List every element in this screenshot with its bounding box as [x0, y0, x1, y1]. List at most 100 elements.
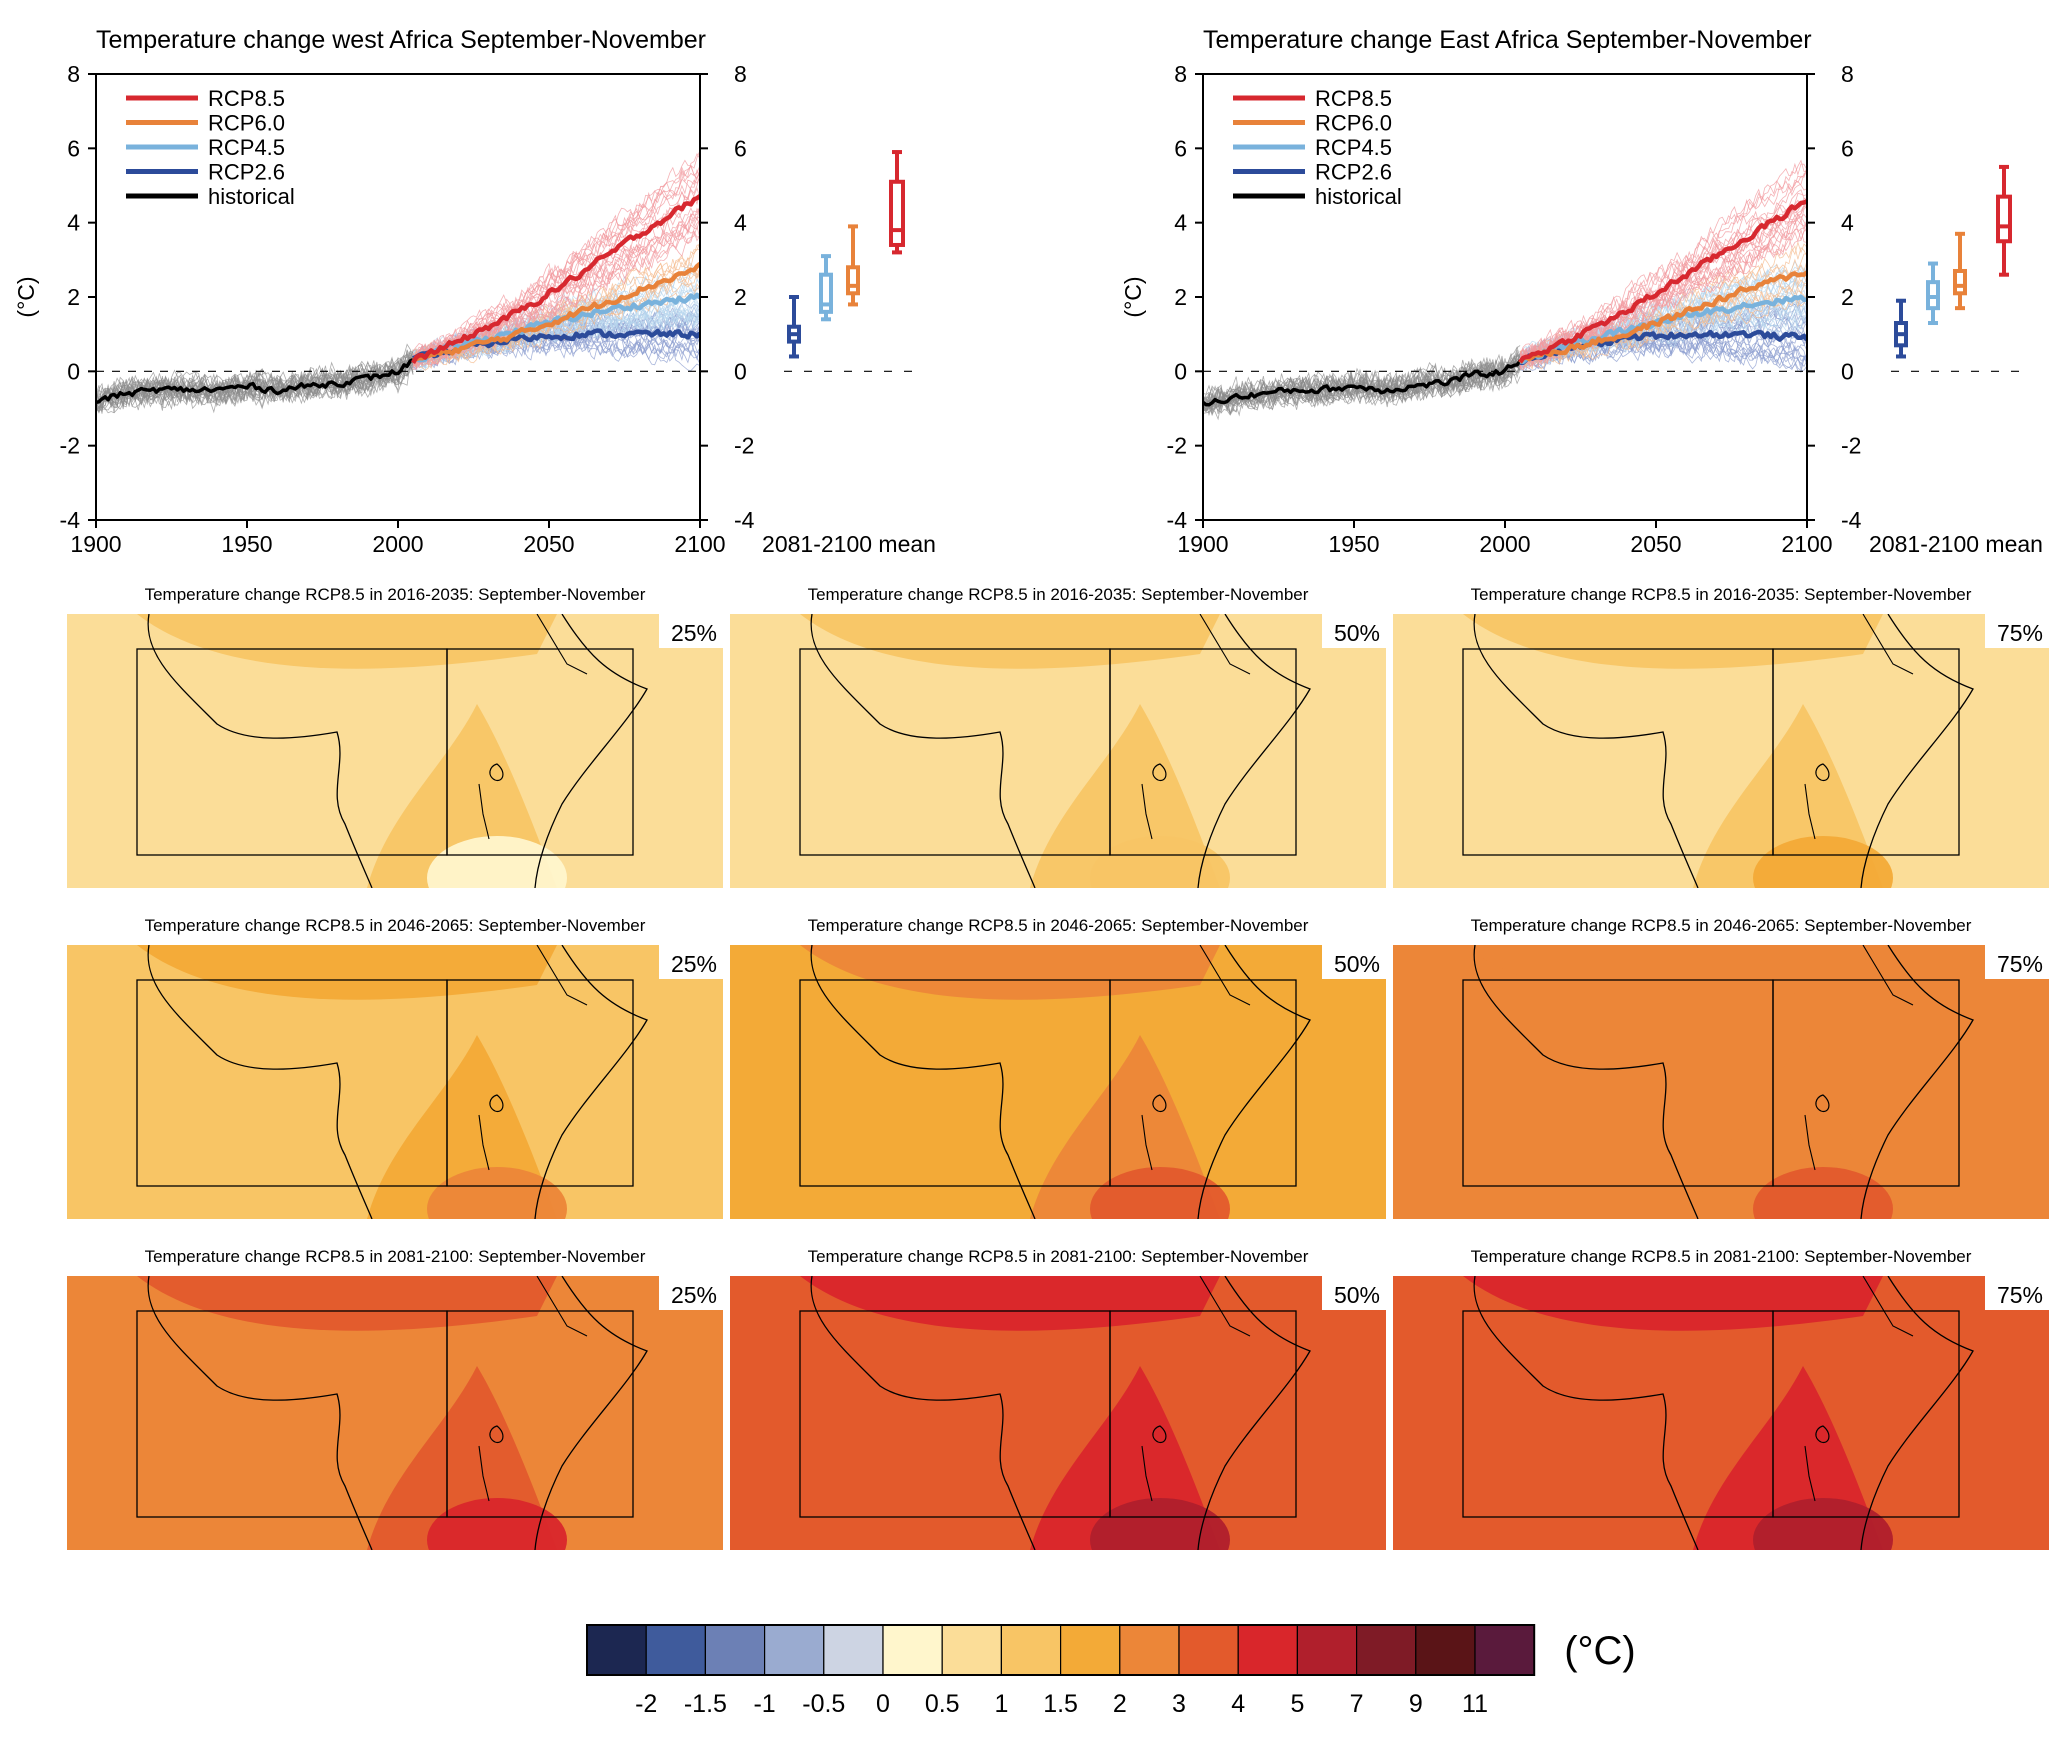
lake-tanganyika — [1804, 783, 1816, 840]
map-title: Temperature change RCP8.5 in 2081-2100: … — [1471, 1247, 1972, 1266]
colorbar-tick-label: -1.5 — [684, 1690, 727, 1718]
map-panel-7: Temperature change RCP8.5 in 2081-2100: … — [730, 1247, 1386, 1550]
region-box-east — [1772, 979, 1960, 1187]
y-tick-label-right: 8 — [734, 61, 747, 87]
colorbar-tick-label: -0.5 — [802, 1690, 845, 1718]
lake-tanganyika — [1804, 1114, 1816, 1171]
coastline-west — [810, 1276, 1036, 1550]
rcp85-member-line — [1519, 207, 1807, 361]
contour-hotspot — [427, 1498, 567, 1550]
contour-north — [137, 945, 557, 1000]
boxplot-axis-label: 2081-2100 mean — [1869, 531, 2043, 557]
lake-victoria — [1152, 1425, 1167, 1444]
red-sea-coast — [1199, 1276, 1251, 1337]
box-rcp85 — [889, 179, 905, 247]
y-tick-label-left: 8 — [1174, 61, 1187, 87]
x-tick-label: 2050 — [1630, 531, 1681, 557]
series-line-rcp60 — [412, 261, 700, 363]
rcp85-member-line — [1519, 162, 1807, 357]
contour-hotspot — [427, 1167, 567, 1219]
lake-tanganyika — [1141, 783, 1153, 840]
map-title: Temperature change RCP8.5 in 2046-2065: … — [808, 916, 1309, 935]
coastline-west — [147, 614, 373, 888]
percentile-background — [659, 945, 723, 979]
contour-hotspot — [1090, 1498, 1230, 1550]
legend-label: RCP4.5 — [208, 135, 285, 160]
box-rcp60 — [846, 265, 860, 296]
map-panel-1: Temperature change RCP8.5 in 2016-2035: … — [730, 585, 1386, 888]
percentile-label: 25% — [671, 1282, 717, 1308]
x-tick-label: 2100 — [1781, 531, 1832, 557]
contour-north — [800, 1276, 1220, 1331]
y-tick-label-right: -4 — [734, 507, 755, 533]
region-box-east — [1109, 979, 1297, 1187]
contour-hotspot — [1753, 1498, 1893, 1550]
y-tick-label-right: -2 — [1841, 433, 1861, 459]
percentile-background — [659, 1276, 723, 1310]
series-line-historical — [96, 358, 414, 405]
region-box-east — [1109, 1310, 1297, 1518]
red-sea-coast — [1199, 945, 1251, 1006]
percentile-label: 75% — [1997, 951, 2043, 977]
percentile-background — [1985, 945, 2049, 979]
map-title: Temperature change RCP8.5 in 2046-2065: … — [145, 916, 646, 935]
timeseries-panel-0: Temperature change west Africa September… — [13, 26, 936, 557]
percentile-background — [659, 614, 723, 648]
x-tick-label: 2050 — [523, 531, 574, 557]
map-panel-0: Temperature change RCP8.5 in 2016-2035: … — [67, 585, 723, 888]
timeseries-panel-1: Temperature change East Africa September… — [1120, 26, 2043, 557]
percentile-label: 75% — [1997, 620, 2043, 646]
legend-label: RCP8.5 — [208, 86, 285, 111]
x-tick-label: 1900 — [1177, 531, 1228, 557]
colorbar-swatch — [1415, 1624, 1476, 1676]
y-tick-label-left: 8 — [67, 61, 80, 87]
map-title: Temperature change RCP8.5 in 2081-2100: … — [808, 1247, 1309, 1266]
contour-north — [137, 1276, 557, 1331]
red-sea-coast — [536, 614, 588, 675]
colorbar-tick-label: 1.5 — [1043, 1690, 1078, 1718]
y-axis-label: (°C) — [13, 276, 39, 317]
map-panel-2: Temperature change RCP8.5 in 2016-2035: … — [1393, 585, 2049, 888]
rcp85-member-line — [413, 174, 700, 367]
coastline-west — [147, 1276, 373, 1550]
lake-tanganyika — [1141, 1114, 1153, 1171]
region-box-east — [1772, 648, 1960, 856]
contour-north — [800, 945, 1220, 1000]
legend-label: RCP6.0 — [1315, 111, 1392, 136]
red-sea-coast — [1199, 614, 1251, 675]
colorbar-swatch — [1000, 1624, 1062, 1676]
y-tick-label-right: 2 — [1841, 284, 1854, 310]
map-title: Temperature change RCP8.5 in 2046-2065: … — [1471, 916, 1972, 935]
colorbar-tick-label: 0.5 — [925, 1690, 960, 1718]
lake-tanganyika — [1141, 1445, 1153, 1502]
lake-victoria — [1152, 1094, 1167, 1113]
legend-label: RCP2.6 — [208, 160, 285, 185]
x-tick-label: 1900 — [70, 531, 121, 557]
coastline-east — [1197, 945, 1311, 1219]
box-rcp45 — [819, 272, 833, 314]
map-field — [1393, 945, 2049, 1219]
percentile-background — [1322, 1276, 1386, 1310]
colorbar: -2 -1.5 -1 -0.5 0 0.5 1 1.5 2 3 4 5 7 9 11 (°C) — [586, 1624, 1636, 1718]
lake-victoria — [1815, 1094, 1830, 1113]
colorbar-swatch — [645, 1624, 707, 1676]
y-tick-label-left: 6 — [67, 135, 80, 161]
lake-tanganyika — [478, 1114, 490, 1171]
rcp85-member-line — [412, 150, 700, 361]
legend-label: historical — [208, 184, 295, 209]
series-line-rcp85 — [1518, 199, 1807, 364]
y-tick-label-left: 2 — [1174, 284, 1187, 310]
colorbar-swatch — [1237, 1624, 1298, 1676]
colorbar-swatch — [1474, 1624, 1535, 1676]
map-panel-4: Temperature change RCP8.5 in 2046-2065: … — [730, 916, 1386, 1219]
map-field — [730, 1276, 1386, 1550]
y-axis-label: (°C) — [1120, 276, 1146, 317]
map-title: Temperature change RCP8.5 in 2016-2035: … — [1471, 585, 1972, 604]
map-title: Temperature change RCP8.5 in 2016-2035: … — [145, 585, 646, 604]
y-tick-label-left: -2 — [60, 433, 80, 459]
y-tick-label-right: 8 — [1841, 61, 1854, 87]
y-tick-label-left: 4 — [67, 210, 80, 236]
contour-north — [1463, 614, 1883, 669]
coastline-west — [1473, 1276, 1699, 1550]
region-box-east — [1109, 648, 1297, 856]
